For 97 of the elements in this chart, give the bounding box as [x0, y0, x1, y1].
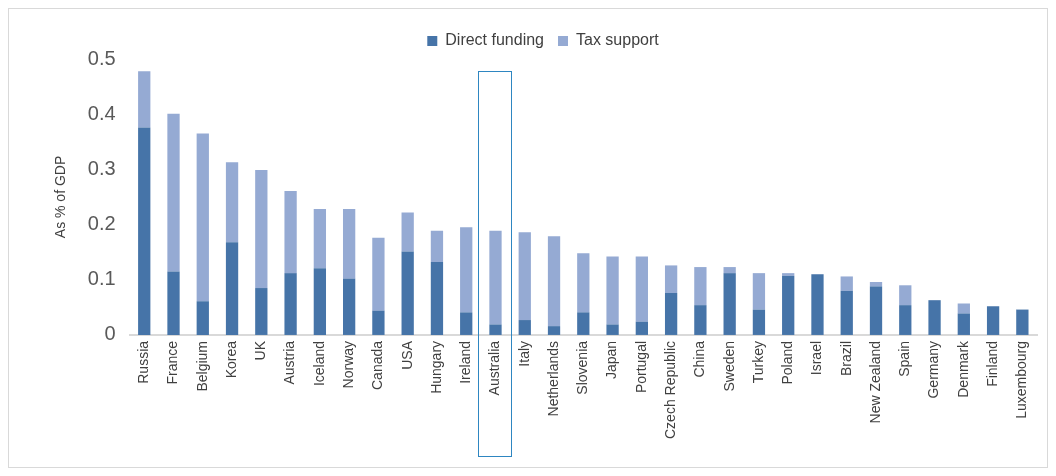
bar [430, 230, 444, 263]
bar [635, 321, 648, 335]
bar [196, 133, 209, 302]
bar [869, 286, 883, 335]
x-tick-label: Netherlands [544, 340, 561, 417]
x-tick-label: Italy [515, 340, 532, 367]
bar [840, 276, 853, 291]
bar [372, 310, 385, 335]
x-tick-label: Germany [925, 340, 942, 399]
bar [957, 303, 970, 314]
bar [430, 262, 444, 335]
x-tick-label: China [691, 340, 708, 378]
x-tick-label: Japan [603, 340, 620, 380]
legend-label: Tax support [576, 31, 660, 49]
bar [840, 290, 853, 335]
bar [957, 313, 970, 335]
x-tick-label: Luxembourg [1013, 340, 1030, 419]
x-tick-label: Czech Republic [661, 340, 678, 440]
x-tick-label: Australia [486, 340, 503, 396]
bar [225, 162, 239, 243]
x-tick-label: Portugal [632, 340, 649, 394]
bar [986, 306, 1000, 335]
x-tick-label: Norway [339, 340, 356, 389]
bar [899, 305, 912, 335]
x-tick-label: Korea [222, 340, 239, 379]
x-tick-label: Poland [779, 340, 796, 385]
bar [577, 312, 590, 335]
bar [694, 267, 707, 306]
bar [1016, 309, 1029, 335]
x-tick-label: Ireland [457, 340, 474, 384]
bar [694, 305, 707, 335]
bar [489, 230, 502, 325]
bar [928, 300, 941, 335]
bar [342, 209, 356, 279]
bar [577, 253, 590, 313]
x-tick-label: Denmark [954, 339, 971, 398]
x-tick-label: Brazil [837, 340, 854, 376]
x-tick-label: Hungary [427, 340, 444, 394]
x-tick-label: Canada [369, 340, 386, 390]
x-tick-label: Belgium [193, 340, 210, 392]
x-tick-label: Slovenia [574, 340, 591, 395]
bar [284, 190, 297, 274]
x-tick-label: France [164, 340, 181, 385]
bar [782, 275, 795, 335]
x-tick-label: Spain [896, 340, 913, 377]
bar [138, 71, 151, 128]
bar [606, 324, 619, 335]
bar [606, 256, 619, 325]
bar [752, 273, 766, 310]
bar [255, 169, 268, 289]
x-tick-label: Iceland [310, 340, 327, 387]
bar [899, 285, 912, 306]
bar [723, 273, 736, 335]
x-tick-label: Sweden [720, 340, 737, 392]
bar [664, 293, 678, 335]
x-tick-label: USA [398, 340, 415, 370]
y-tick-label: 0 [104, 322, 116, 345]
bar [313, 268, 327, 335]
x-tick-label: Turkey [749, 340, 766, 384]
bar [460, 312, 473, 335]
bar [752, 309, 766, 335]
y-tick-label: 0.3 [87, 156, 116, 179]
x-tick-label: Russia [135, 340, 152, 384]
bar [138, 127, 151, 335]
x-tick-label: Austria [281, 340, 298, 385]
x-tick-label: New Zealand [866, 340, 883, 424]
x-tick-label: Israel [808, 340, 825, 376]
bar [401, 251, 414, 335]
bar [782, 273, 795, 276]
x-tick-label: Finland [983, 340, 1000, 387]
bar [635, 256, 648, 322]
bar [284, 273, 297, 335]
x-tick-label: UK [252, 340, 269, 361]
bar [518, 232, 531, 321]
bar [313, 209, 327, 269]
bar [167, 113, 180, 272]
bar [723, 267, 736, 274]
bar [342, 278, 356, 335]
bar [255, 288, 268, 335]
bar [489, 324, 502, 335]
bar [547, 326, 561, 335]
legend-label: Direct funding [445, 31, 544, 49]
y-axis-title: As % of GDP [52, 155, 69, 239]
bar [460, 227, 473, 313]
bar [167, 271, 180, 335]
bar [547, 236, 561, 327]
bar [811, 274, 824, 335]
bar [518, 320, 531, 335]
bar [401, 212, 414, 252]
bar [372, 237, 385, 311]
y-tick-label: 0.4 [87, 101, 116, 124]
y-tick-label: 0.1 [87, 267, 116, 290]
bar [196, 301, 209, 335]
bar [664, 265, 678, 294]
y-tick-label: 0.5 [87, 46, 116, 69]
bar [225, 242, 239, 335]
y-tick-label: 0.2 [87, 212, 116, 235]
